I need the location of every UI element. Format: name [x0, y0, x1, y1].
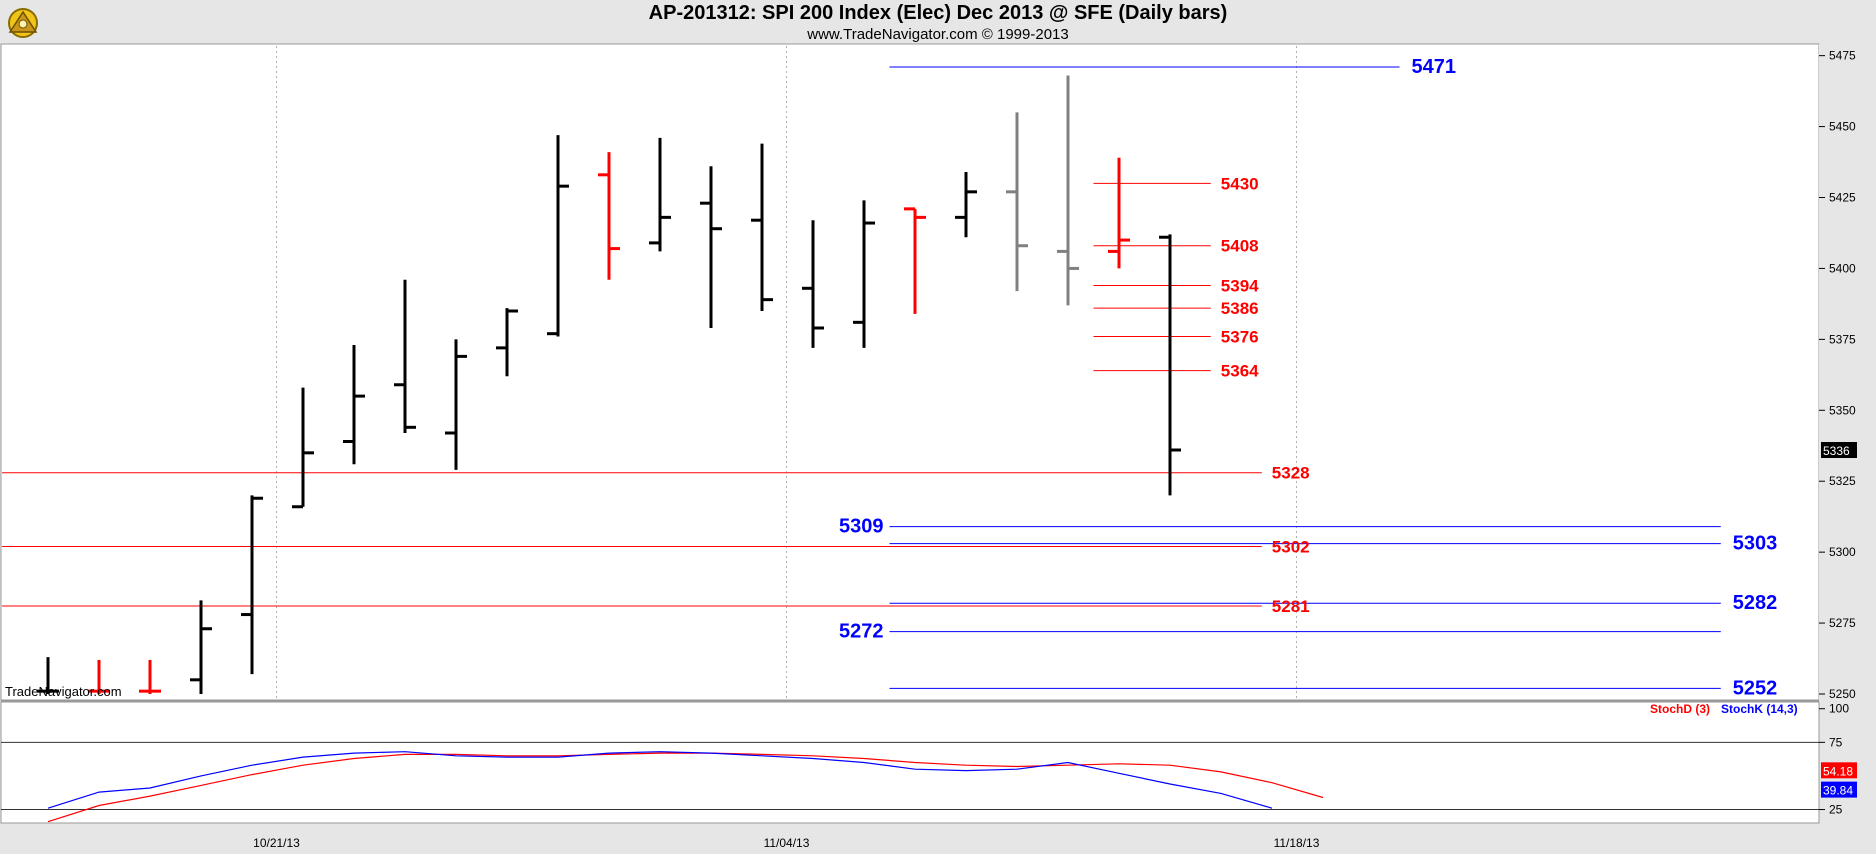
- stoch-tick-label: 100: [1829, 702, 1849, 716]
- ohlc-bar: [292, 387, 314, 509]
- level-label-5364: 5364: [1221, 362, 1259, 381]
- level-label-5394: 5394: [1221, 276, 1259, 295]
- price-tick-label: 5425: [1829, 191, 1856, 205]
- ohlc-bar: [1159, 234, 1181, 496]
- price-tick-label: 5475: [1829, 49, 1856, 63]
- stochastic-lines: StochD (3) StochK (14,3): [1, 702, 1819, 823]
- last-price-badge: [1821, 442, 1857, 459]
- stoch-d-legend: StochD (3): [1650, 702, 1710, 716]
- watermark-text: TradeNavigator.com: [5, 684, 122, 699]
- ohlc-bar: [241, 495, 263, 675]
- ohlc-bar: [1108, 157, 1130, 269]
- price-tick-label: 5350: [1829, 403, 1856, 417]
- ohlc-bar: [649, 137, 671, 252]
- ohlc-bar: [37, 657, 59, 694]
- date-labels: 10/21/13 11/04/13 11/18/13: [253, 836, 1320, 850]
- ohlc-bar: [751, 143, 773, 311]
- level-label-5252: 5252: [1733, 677, 1778, 699]
- price-levels: 5471 5430 5408 5394 5386 5376 5364 5328 5309 5303…: [2, 56, 1777, 699]
- ohlc-bar: [88, 659, 110, 694]
- date-tick-label: 10/21/13: [253, 836, 300, 850]
- level-label-5328: 5328: [1272, 464, 1310, 483]
- ohlc-bar: [802, 220, 824, 348]
- ohlc-bar: [1057, 75, 1079, 306]
- ohlc-bar: [445, 339, 467, 470]
- level-label-5471: 5471: [1412, 56, 1457, 78]
- last-price-label: 5336: [1823, 444, 1850, 458]
- level-label-5302: 5302: [1272, 537, 1310, 556]
- date-tick-label: 11/04/13: [764, 836, 810, 850]
- ohlc-bar: [1006, 112, 1028, 292]
- stoch-k-line: [47, 751, 1273, 809]
- price-panel: [0, 43, 1820, 701]
- price-tick-label: 5375: [1829, 332, 1856, 346]
- price-axis: [1819, 44, 1876, 824]
- stoch-d-value: 54.18: [1823, 764, 1853, 778]
- ohlc-bar: [700, 166, 722, 329]
- price-bars: [37, 75, 1181, 694]
- level-label-5309: 5309: [839, 516, 884, 538]
- ohlc-bar: [496, 308, 518, 377]
- level-label-5281: 5281: [1272, 597, 1310, 616]
- ohlc-bar: [598, 152, 620, 280]
- ohlc-bar: [904, 207, 926, 314]
- level-label-5282: 5282: [1733, 592, 1778, 614]
- stoch-k-value: 39.84: [1823, 784, 1853, 798]
- level-label-5386: 5386: [1221, 299, 1259, 318]
- ohlc-bar: [853, 200, 875, 348]
- stoch-d-badge: [1821, 762, 1857, 779]
- price-tick-label: 5450: [1829, 120, 1856, 134]
- price-tick-label: 5250: [1829, 687, 1856, 701]
- stoch-k-legend: StochK (14,3): [1721, 702, 1798, 716]
- trade-navigator-logo-icon: [2, 2, 44, 44]
- stochastic-scale: 25 75 100 54.18 39.84: [1819, 702, 1857, 817]
- price-tick-label: 5275: [1829, 616, 1856, 630]
- level-label-5408: 5408: [1221, 237, 1259, 256]
- ohlc-bar: [547, 135, 569, 337]
- price-tick-label: 5325: [1829, 474, 1856, 488]
- level-label-5430: 5430: [1221, 174, 1259, 193]
- ohlc-bar: [139, 659, 161, 694]
- price-scale: 5250 5275 5300 5325 5350 5375 5400 5425 5450 5475…: [1819, 49, 1857, 701]
- stoch-tick-label: 75: [1829, 735, 1843, 749]
- ohlc-bar: [955, 171, 977, 238]
- stoch-tick-label: 25: [1829, 803, 1843, 817]
- stoch-d-line: [47, 752, 1324, 823]
- level-label-5303: 5303: [1733, 533, 1778, 555]
- level-label-5376: 5376: [1221, 328, 1259, 347]
- date-tick-label: 11/18/13: [1274, 836, 1320, 850]
- chart-title: AP-201312: SPI 200 Index (Elec) Dec 2013…: [648, 2, 1228, 24]
- chart-subtitle: www.TradeNavigator.com © 1999-2013: [807, 26, 1069, 43]
- price-tick-label: 5300: [1829, 545, 1856, 559]
- price-tick-label: 5400: [1829, 261, 1856, 275]
- ohlc-bar: [190, 600, 212, 694]
- stoch-k-badge: [1821, 781, 1857, 798]
- level-label-5272: 5272: [839, 621, 884, 643]
- ohlc-bar: [343, 345, 365, 465]
- ohlc-bar: [394, 279, 416, 433]
- date-axis: [0, 825, 1876, 854]
